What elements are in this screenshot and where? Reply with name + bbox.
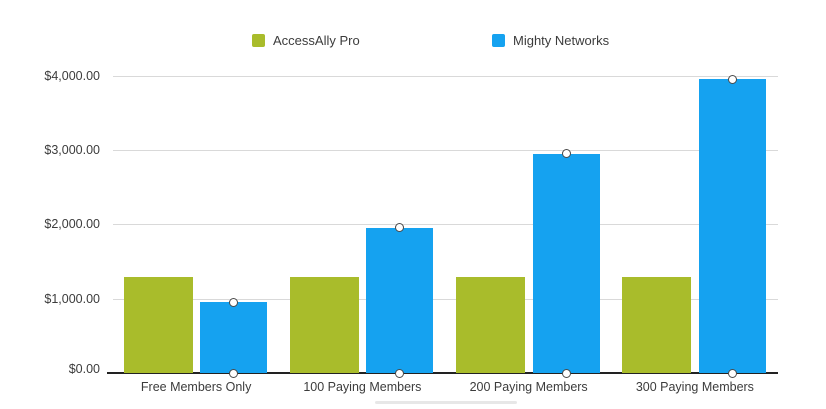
y-axis-tick-label: $2,000.00: [44, 217, 100, 232]
legend-item-accessally-pro: AccessAlly Pro: [252, 28, 360, 52]
y-axis-tick-label: $0.00: [68, 362, 100, 376]
gridline-3000: [113, 149, 778, 151]
legend-item-mighty-networks: Mighty Networks: [492, 28, 609, 52]
point-marker-baseline-2: [561, 368, 571, 378]
point-marker-baseline-1: [395, 368, 405, 378]
legend-label-mighty-networks: Mighty Networks: [513, 32, 610, 48]
gridline-1000: [113, 298, 778, 300]
legend-swatch-mighty-networks-icon: [492, 33, 505, 47]
legend-label-accessally-pro: AccessAlly Pro: [273, 32, 360, 48]
legend-swatch-accessally-pro-icon: [252, 33, 265, 47]
y-axis-tick-label: $3,000.00: [44, 142, 100, 157]
gridline-4000: [113, 75, 778, 77]
point-marker-baseline-3: [727, 368, 737, 378]
bar-mighty-networks-1: [366, 227, 434, 373]
x-axis-category-label-1: 100 Paying Members: [303, 380, 422, 394]
x-axis-category-label-2: 200 Paying Members: [469, 380, 588, 394]
bar-mighty-networks-2: [532, 153, 600, 373]
bar-accessally-pro-1: [289, 277, 359, 373]
x-axis-category-label-3: 300 Paying Members: [635, 380, 754, 394]
point-marker-baseline-0: [229, 368, 238, 378]
chart-legend: AccessAlly Pro Mighty Networks: [0, 28, 826, 52]
x-axis-line: [107, 372, 778, 374]
x-axis-category-label-0: Free Members Only: [140, 380, 252, 394]
y-axis-tick-label: $4,000.00: [44, 68, 100, 83]
point-marker-top-3: [727, 74, 737, 84]
bar-mighty-networks-3: [698, 79, 766, 373]
bar-accessally-pro-0: [123, 277, 193, 373]
y-axis-tick-label: $1,000.00: [44, 291, 100, 306]
bar-accessally-pro-3: [622, 277, 692, 373]
bar-accessally-pro-2: [456, 277, 525, 373]
point-marker-top-1: [395, 223, 405, 233]
bottom-divider: [375, 401, 517, 404]
point-marker-top-0: [229, 297, 238, 307]
gridline-2000: [113, 224, 778, 226]
point-marker-top-2: [561, 149, 571, 159]
bar-mighty-networks-0: [200, 302, 267, 373]
